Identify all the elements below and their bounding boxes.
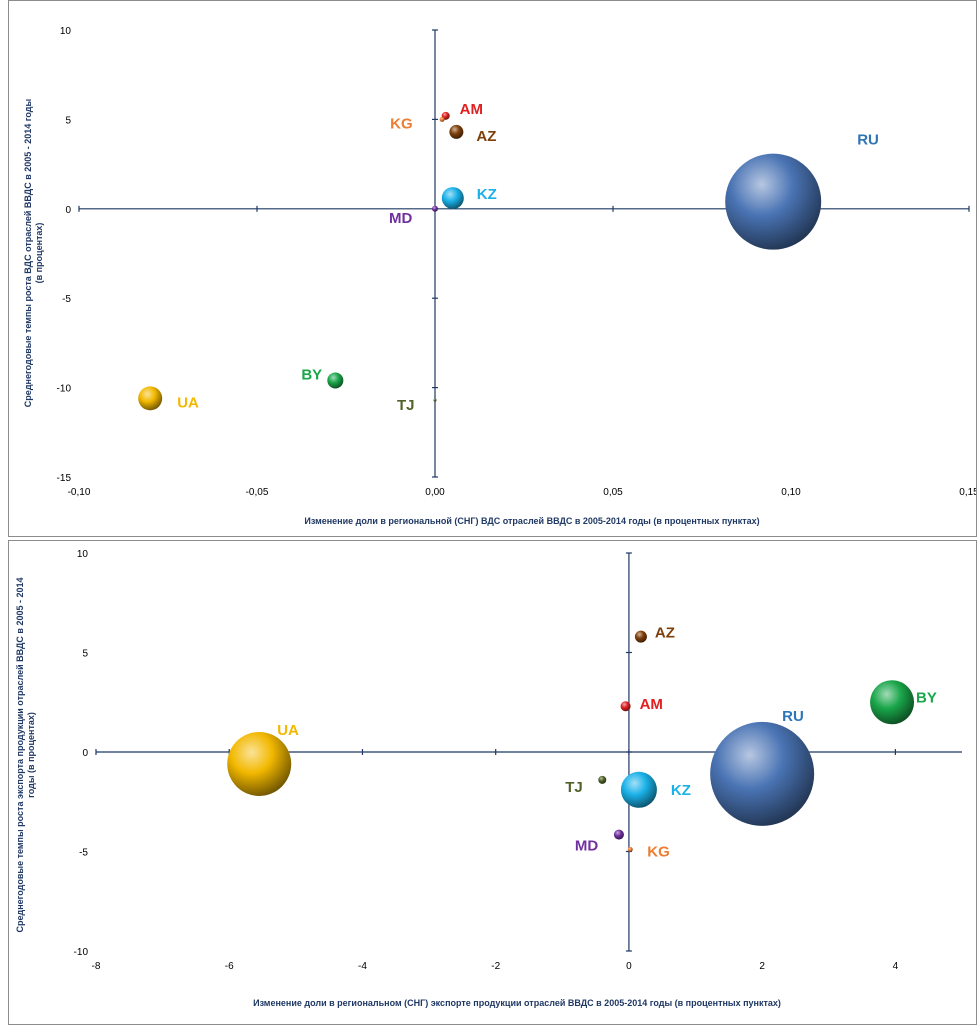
bubble-kg <box>439 116 445 122</box>
x-tick-label: 2 <box>759 961 765 972</box>
x-tick-label: 4 <box>893 961 899 972</box>
y-tick-label: -10 <box>74 947 89 958</box>
y-tick-label: -10 <box>57 384 72 395</box>
bubble-md <box>613 829 624 840</box>
x-tick-label: -2 <box>491 961 500 972</box>
y-tick-label: 10 <box>60 26 72 37</box>
bubble-ua <box>227 731 292 796</box>
x-tick-label: 0,00 <box>425 487 445 498</box>
x-tick-label: 0,05 <box>603 487 623 498</box>
bubble-tj <box>598 775 607 784</box>
bubble-label-ru: RU <box>782 708 804 725</box>
chart-panel-exports: -8 -6 -4 -2 0 2 4 -10 -5 0 5 10 Изменение доли в рег… <box>8 540 977 1025</box>
bubble-label-kg: KG <box>390 115 413 132</box>
x-tick-label: 0 <box>626 961 632 972</box>
y-tick-label: -5 <box>79 848 88 859</box>
x-tick-label: -4 <box>358 961 367 972</box>
bubble-kz <box>441 187 464 210</box>
y-tick-label: -15 <box>57 473 72 484</box>
chart-panel-value-added: -0,10 -0,05 0,00 0,05 0,10 0,15 -15 -10 -5 0 5 10 Из… <box>8 0 977 537</box>
bubble-kz <box>620 771 657 808</box>
bubble-label-md: MD <box>575 838 598 855</box>
bubble-by <box>870 680 915 725</box>
bubble-az <box>449 124 464 139</box>
bubble-md <box>432 205 438 212</box>
x-tick-label: -0,05 <box>246 487 269 498</box>
bubble-tj <box>433 398 437 402</box>
bubble-label-md: MD <box>389 210 412 227</box>
bubble-label-ua: UA <box>277 722 299 739</box>
bubble-az <box>634 630 647 643</box>
bubble-label-kg: KG <box>647 844 670 861</box>
bubble-label-az: AZ <box>655 625 675 642</box>
bubble-label-by: BY <box>916 689 937 706</box>
bubble-kg <box>627 847 633 853</box>
y-axis-title: Среднегодовые темпы роста экспорта проду… <box>15 578 36 933</box>
y-tick-label: 0 <box>65 205 71 216</box>
bubble-chart-value-added: -0,10 -0,05 0,00 0,05 0,10 0,15 -15 -10 -5 0 5 10 Из… <box>23 26 976 526</box>
bubble-label-tj: TJ <box>397 397 415 414</box>
bubble-label-ua: UA <box>177 394 199 411</box>
bubble-by <box>327 372 344 389</box>
bubble-ua <box>138 386 163 411</box>
bubble-label-kz: KZ <box>477 186 497 203</box>
x-tick-label: -6 <box>225 961 234 972</box>
bubble-label-tj: TJ <box>565 779 583 796</box>
y-tick-label: -5 <box>62 294 71 305</box>
bubble-label-by: BY <box>301 366 322 383</box>
bubble-chart-exports: -8 -6 -4 -2 0 2 4 -10 -5 0 5 10 Изменение доли в рег… <box>15 549 962 1008</box>
bubble-ru <box>710 721 815 826</box>
bubble-label-kz: KZ <box>671 782 691 799</box>
y-axis-title: Среднегодовые темпы роста ВДС отраслей В… <box>23 99 44 408</box>
y-tick-label: 5 <box>82 649 88 660</box>
bubble-ru <box>725 153 822 250</box>
bubble-label-ru: RU <box>857 132 879 149</box>
x-tick-label: -0,10 <box>68 487 91 498</box>
x-tick-label: -8 <box>92 961 101 972</box>
x-axis-title: Изменение доли в региональной (СНГ) ВДС … <box>304 516 759 526</box>
y-tick-label: 0 <box>82 748 88 759</box>
x-tick-label: 0,10 <box>781 487 801 498</box>
y-tick-label: 5 <box>65 115 71 126</box>
x-tick-label: 0,15 <box>959 487 976 498</box>
y-tick-label: 10 <box>77 549 89 560</box>
x-axis-title: Изменение доли в региональном (СНГ) эксп… <box>253 998 781 1008</box>
bubble-am <box>620 701 631 712</box>
bubble-label-am: AM <box>640 696 663 713</box>
bubble-label-am: AM <box>460 101 483 118</box>
bubble-label-az: AZ <box>476 128 496 145</box>
